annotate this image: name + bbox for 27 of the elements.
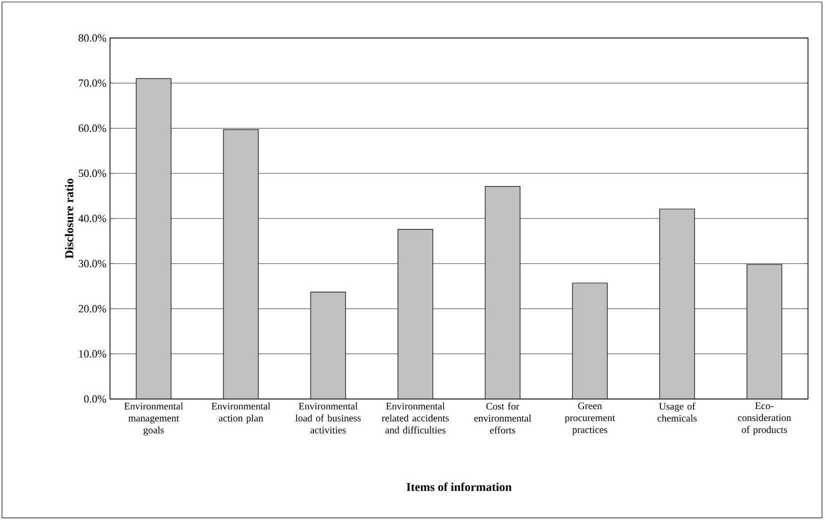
bar bbox=[223, 129, 259, 399]
y-tick-label: 70.0% bbox=[78, 79, 106, 87]
x-tick-label: Environmental load of business activities bbox=[295, 402, 361, 434]
bar bbox=[572, 282, 608, 399]
x-tick-label: Eco-consideration of products bbox=[738, 402, 792, 436]
bar bbox=[659, 208, 695, 399]
x-tick-label: Environmental management goals bbox=[124, 402, 184, 436]
bar bbox=[484, 186, 520, 399]
x-tick-label: Environmental action plan bbox=[212, 402, 270, 424]
bar bbox=[310, 292, 346, 399]
x-tick-label: Environmental related accidents and difficulties bbox=[382, 402, 449, 434]
y-tick-label: 40.0% bbox=[78, 214, 106, 222]
bar bbox=[746, 264, 782, 399]
y-tick-label: 0.0% bbox=[84, 395, 106, 403]
y-axis-title: Disclosure ratio bbox=[64, 178, 74, 259]
x-tick-label: Green procurement practices bbox=[564, 402, 616, 436]
x-tick-label: Usage of chemicals bbox=[658, 402, 697, 422]
bar bbox=[398, 229, 434, 399]
x-tick-label: Cost for environmental efforts bbox=[474, 402, 532, 434]
y-tick-label: 50.0% bbox=[78, 170, 106, 178]
y-tick-label: 10.0% bbox=[79, 350, 106, 358]
x-axis-title: Items of information bbox=[406, 482, 512, 492]
y-tick-label: 30.0% bbox=[78, 260, 106, 268]
bar bbox=[136, 78, 172, 399]
y-tick-label: 80.0% bbox=[78, 34, 106, 42]
y-tick-label: 20.0% bbox=[78, 305, 106, 312]
y-tick-label: 60.0% bbox=[78, 124, 106, 132]
